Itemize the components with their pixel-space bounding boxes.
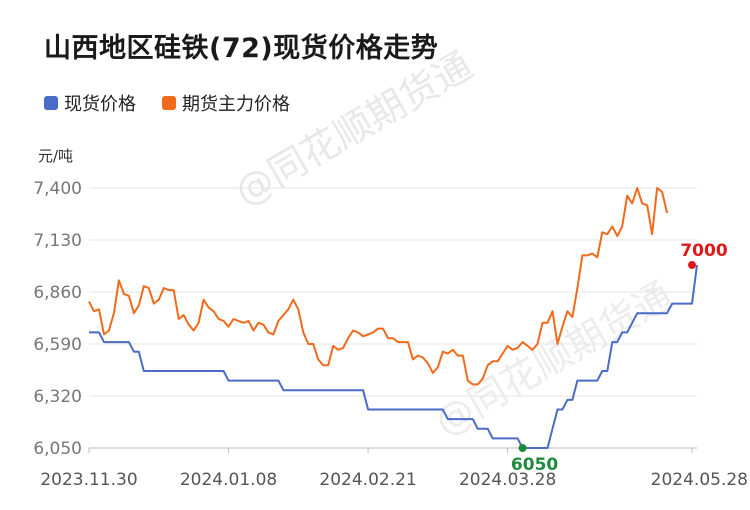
low-point-marker [518, 444, 527, 452]
legend-swatch-futures [162, 96, 176, 110]
x-tick-label: 2024.05.28 [651, 470, 748, 490]
futures-price-line [88, 187, 669, 386]
y-tick-label: 7,130 [33, 231, 82, 251]
y-tick-label: 6,320 [33, 387, 82, 407]
high-point-label: 7000 [680, 241, 727, 261]
x-tick-label: 2023.11.30 [40, 470, 137, 490]
spot-price-line [89, 264, 698, 449]
low-point-label: 6050 [511, 455, 558, 475]
high-point-marker [688, 261, 697, 270]
x-tick-label: 2024.02.21 [319, 470, 416, 490]
legend-swatch-spot [44, 96, 58, 110]
legend-label-spot: 现货价格 [64, 94, 136, 115]
y-tick-label: 7,400 [33, 179, 82, 199]
chart-legend: 现货价格 期货主力价格 [44, 90, 290, 116]
legend-label-futures: 期货主力价格 [182, 94, 290, 115]
legend-item-spot[interactable]: 现货价格 [44, 90, 136, 116]
chart-title: 山西地区硅铁(72)现货价格走势 [44, 33, 439, 64]
y-tick-label: 6,590 [33, 335, 82, 355]
x-tick-label: 2024.01.08 [180, 470, 277, 490]
y-tick-label: 6,860 [33, 283, 82, 303]
legend-item-futures[interactable]: 期货主力价格 [162, 90, 290, 116]
watermark: @同花顺期货通 [227, 43, 479, 214]
y-tick-label: 6,050 [33, 439, 82, 459]
x-tick-label: 2024.03.28 [459, 470, 556, 490]
y-axis-unit: 元/吨 [38, 147, 73, 165]
